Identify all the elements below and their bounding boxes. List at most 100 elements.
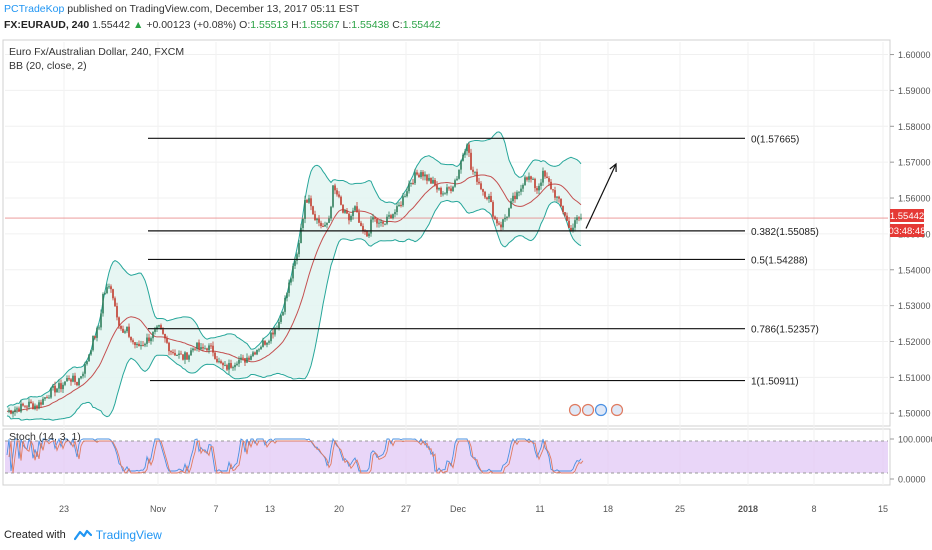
candle-body xyxy=(134,342,136,346)
candle-body xyxy=(342,204,344,213)
fib-level-label: 1(1.50911) xyxy=(751,377,799,388)
candle-body xyxy=(436,185,438,190)
price-axis[interactable]: 1.500001.510001.520001.530001.540001.550… xyxy=(890,50,932,485)
candle-body xyxy=(92,335,94,351)
candle-body xyxy=(278,321,280,329)
candle-body xyxy=(490,195,492,203)
candle-body xyxy=(382,221,384,224)
candle-body xyxy=(118,317,120,326)
price-chart[interactable]: 0(1.57665) 0.382(1.55085) 0.5(1.54288) 0.78… xyxy=(0,38,932,520)
candle-body xyxy=(522,185,524,189)
candle-body xyxy=(316,218,318,221)
candle-body xyxy=(422,172,424,177)
candle-body xyxy=(120,325,122,329)
candle-body xyxy=(518,191,520,193)
candle-body xyxy=(558,196,560,199)
candle-body xyxy=(116,306,118,318)
candle-body xyxy=(254,352,256,355)
candle-body xyxy=(168,342,170,352)
candle-body xyxy=(192,348,194,351)
symbol-label: FX:EURAUD, 240 xyxy=(4,19,90,31)
time-tick-label: Dec xyxy=(450,504,467,514)
candle-body xyxy=(352,210,354,216)
candle-body xyxy=(74,375,76,382)
time-tick-label: 20 xyxy=(334,504,344,514)
candle-body xyxy=(220,361,222,364)
event-markers[interactable] xyxy=(568,403,624,417)
candle-body xyxy=(24,405,26,407)
candle-body xyxy=(546,176,548,179)
time-tick-label: 25 xyxy=(675,504,685,514)
current-price-text: 1.55442 xyxy=(890,211,924,222)
candle-body xyxy=(66,378,68,382)
candle-body xyxy=(418,174,420,178)
price-tick-label: 1.57000 xyxy=(898,158,931,168)
candle-body xyxy=(304,199,306,219)
candle-body xyxy=(248,357,250,360)
candle-body xyxy=(412,182,414,184)
candle-body xyxy=(460,160,462,170)
time-axis[interactable]: 23 Nov 7 13 20 27 Dec 11 18 25 2018 8 15 xyxy=(59,504,888,514)
close-value: 1.55442 xyxy=(402,19,441,31)
event-marker-icon xyxy=(594,403,608,417)
candle-body xyxy=(62,384,64,390)
candle-body xyxy=(388,215,390,217)
candle-body xyxy=(452,186,454,191)
candle-body xyxy=(82,373,84,377)
candle-body xyxy=(72,375,74,382)
candle-body xyxy=(140,345,142,347)
candle-body xyxy=(234,364,236,368)
tradingview-link[interactable]: TradingView xyxy=(95,528,162,542)
tradingview-logo-icon[interactable] xyxy=(73,529,92,541)
projection-arrow-head xyxy=(609,162,617,172)
candle-body xyxy=(332,185,334,207)
candle-body xyxy=(242,357,244,359)
author-link[interactable]: PCTradeKop xyxy=(4,3,65,15)
candle-body xyxy=(222,363,224,366)
candle-body xyxy=(424,174,426,177)
bollinger-bands xyxy=(5,131,888,421)
candle-body xyxy=(232,367,234,369)
candle-body xyxy=(318,218,320,223)
candle-body xyxy=(88,354,90,362)
candle-body xyxy=(270,332,272,342)
candle-body xyxy=(42,398,44,405)
candle-body xyxy=(214,352,216,359)
candle-body xyxy=(48,397,50,399)
candle-body xyxy=(440,187,442,195)
time-tick-label: 18 xyxy=(603,504,613,514)
time-tick-label: Nov xyxy=(150,504,167,514)
candle-body xyxy=(218,361,220,363)
candle-body xyxy=(158,325,160,327)
candle-body xyxy=(544,170,546,177)
fibonacci-retracement[interactable]: 0(1.57665) 0.382(1.55085) 0.5(1.54288) 0.78… xyxy=(148,134,819,388)
candle-body xyxy=(38,402,40,409)
candle-body xyxy=(228,363,230,370)
candle-body xyxy=(448,187,450,189)
candle-body xyxy=(330,206,332,219)
candle-body xyxy=(230,363,232,368)
candle-body xyxy=(368,233,370,237)
candle-body xyxy=(40,402,42,405)
candle-body xyxy=(556,196,558,198)
candle-body xyxy=(322,226,324,228)
high-value: 1.55567 xyxy=(301,19,340,31)
candle-body xyxy=(226,365,228,370)
candle-body xyxy=(494,216,496,220)
candle-body xyxy=(10,410,12,414)
candle-body xyxy=(160,325,162,330)
candle-body xyxy=(458,169,460,179)
stochastic-oscillator xyxy=(5,437,888,475)
price-tick-label: 1.60000 xyxy=(898,50,931,60)
candle-body xyxy=(504,217,506,220)
candle-body xyxy=(30,401,32,404)
price-tick-label: 1.53000 xyxy=(898,301,931,311)
time-tick-label: 27 xyxy=(401,504,411,514)
candle-body xyxy=(144,343,146,346)
candle-body xyxy=(512,195,514,202)
candle-body xyxy=(130,336,132,341)
candle-body xyxy=(384,223,386,225)
candle-body xyxy=(576,217,578,221)
candle-body xyxy=(482,189,484,192)
candle-body xyxy=(450,188,452,191)
